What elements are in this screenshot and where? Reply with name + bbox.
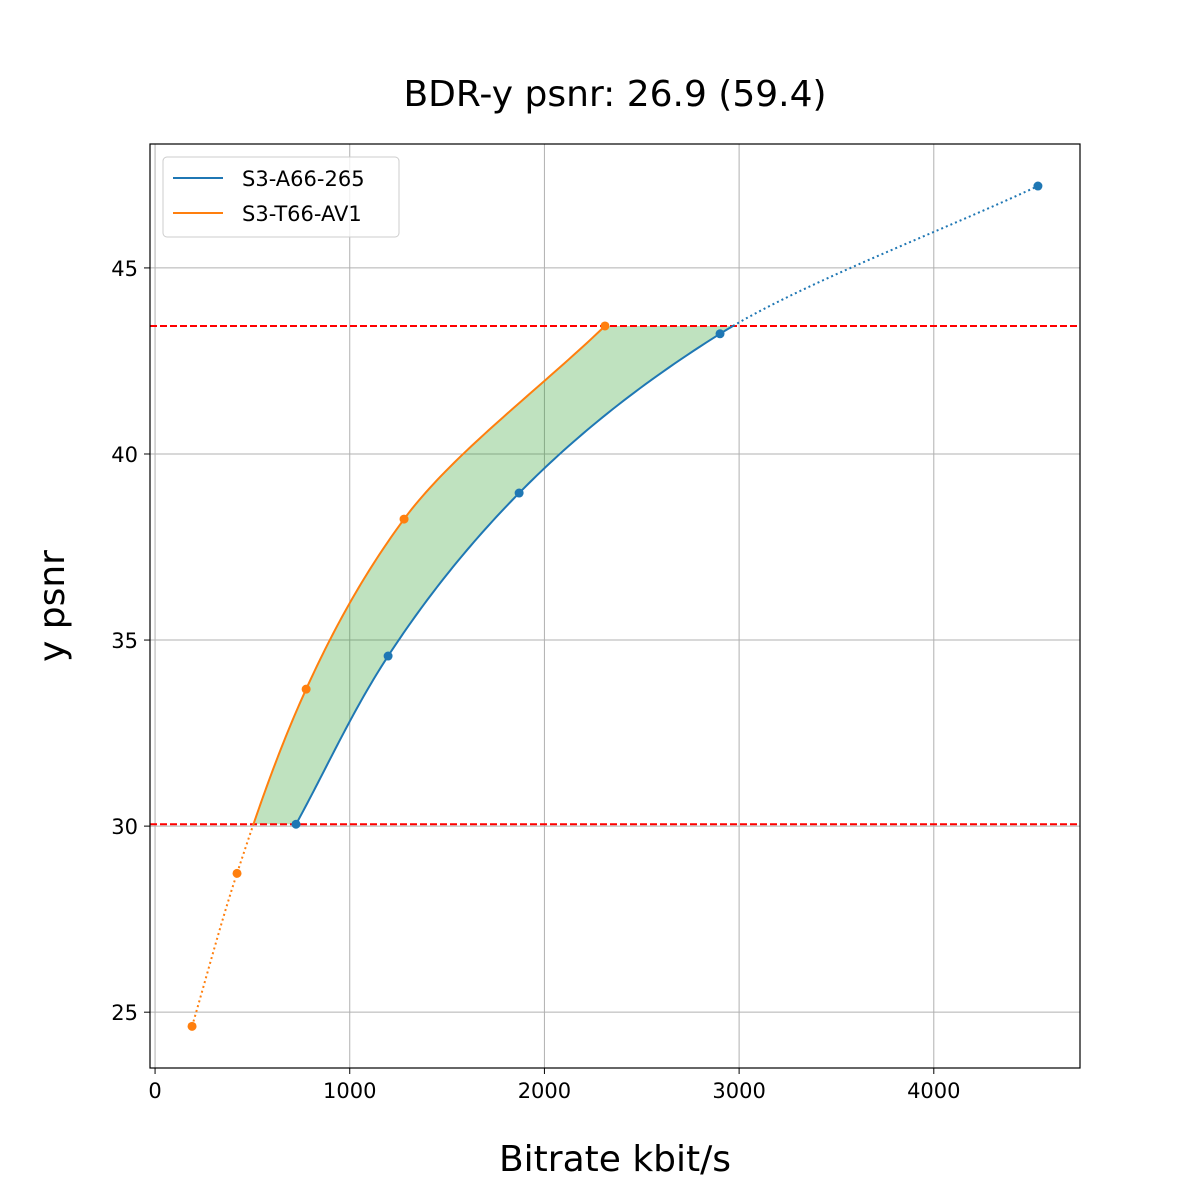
series-0-point bbox=[291, 819, 301, 829]
x-tick-label: 3000 bbox=[712, 1079, 765, 1103]
series-1-extrapolation bbox=[191, 823, 255, 1027]
series-1-point bbox=[232, 868, 242, 878]
series-1-point bbox=[187, 1021, 197, 1031]
series-1-point bbox=[301, 684, 311, 694]
legend-label-0: S3-A66-265 bbox=[242, 167, 365, 191]
series-0-point bbox=[514, 488, 524, 498]
series-0-extrapolation bbox=[732, 185, 1039, 327]
x-tick-label: 2000 bbox=[518, 1079, 571, 1103]
y-axis-label: y psnr bbox=[32, 550, 73, 662]
curves bbox=[191, 185, 1039, 1027]
series-1-curve bbox=[252, 325, 606, 825]
y-tick-label: 25 bbox=[111, 1001, 138, 1025]
series-1-point bbox=[399, 514, 409, 524]
chart-title: BDR-y psnr: 26.9 (59.4) bbox=[403, 74, 826, 115]
x-tick-label: 4000 bbox=[907, 1079, 960, 1103]
y-tick-label: 45 bbox=[111, 257, 138, 281]
legend-label-1: S3-T66-AV1 bbox=[242, 202, 362, 226]
series-0-curve bbox=[295, 325, 734, 825]
x-tick-label: 0 bbox=[148, 1079, 161, 1103]
points bbox=[187, 181, 1043, 1031]
plot-frame bbox=[149, 143, 1081, 1069]
x-axis-label: Bitrate kbit/s bbox=[499, 1139, 731, 1180]
y-tick-label: 40 bbox=[111, 443, 138, 467]
series-0-point bbox=[1033, 181, 1043, 191]
reference-lines bbox=[150, 324, 1080, 826]
bd-area bbox=[253, 325, 733, 825]
legend: S3-A66-265 S3-T66-AV1 bbox=[162, 156, 400, 238]
grid bbox=[150, 144, 1080, 1068]
bd-area-fill bbox=[253, 325, 733, 825]
series-1-point bbox=[600, 321, 610, 331]
series-0-point bbox=[715, 329, 725, 339]
y-tick-label: 35 bbox=[111, 629, 138, 653]
y-tick-label: 30 bbox=[111, 815, 138, 839]
series-0-point bbox=[383, 651, 393, 661]
ticks: 0 1000 2000 3000 4000 25 30 35 40 45 bbox=[111, 257, 960, 1103]
x-tick-label: 1000 bbox=[323, 1079, 376, 1103]
